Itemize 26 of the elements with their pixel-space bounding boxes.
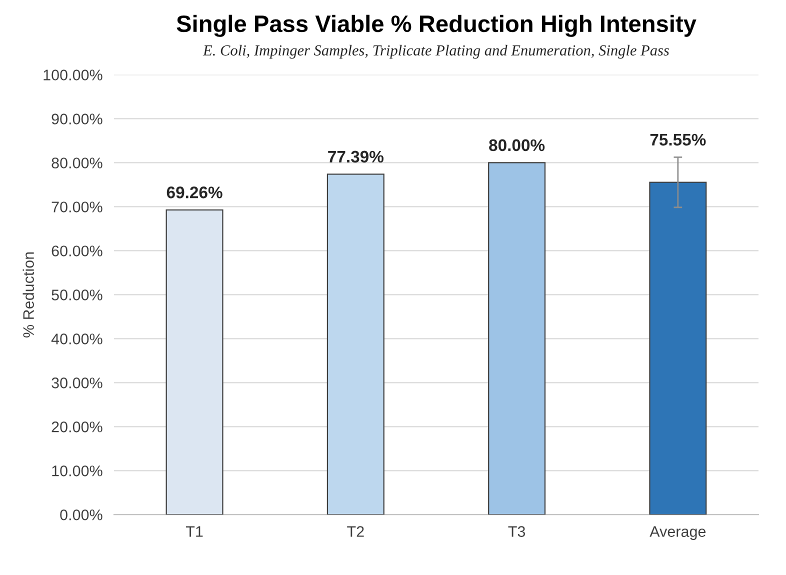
y-tick-label: 90.00% — [52, 114, 102, 124]
y-tick-label: 70.00% — [52, 202, 102, 212]
bar — [166, 209, 224, 515]
y-tick-label: 60.00% — [52, 246, 102, 256]
y-tick-label: 50.00% — [52, 290, 102, 300]
x-tick-label: T1 — [186, 526, 203, 537]
x-tick-label: T3 — [508, 526, 526, 537]
data-label: 77.39% — [328, 150, 384, 163]
bar — [649, 182, 707, 515]
data-label: 75.55% — [650, 134, 706, 146]
chart-subtitle: E. Coli, Impinger Samples, Triplicate Plating and Enumeration, Single Pass — [202, 44, 669, 59]
y-tick-label: 0.00% — [60, 509, 102, 520]
y-tick-label: 80.00% — [52, 158, 102, 168]
y-tick-label: 100.00% — [44, 70, 102, 80]
y-tick-label: 10.00% — [52, 466, 102, 476]
y-tick-label: 40.00% — [51, 334, 102, 344]
y-tick-label: 30.00% — [52, 378, 102, 388]
chart-title: Single Pass Viable % Reduction High Intensity — [176, 14, 696, 37]
x-tick-label: Average — [650, 526, 706, 540]
data-label: 69.26% — [166, 186, 222, 198]
data-label: 80.00% — [489, 139, 545, 152]
y-axis-title: % Reduction — [22, 252, 34, 338]
bar — [326, 174, 384, 515]
x-tick-label: T2 — [347, 526, 364, 537]
bar — [488, 162, 546, 515]
y-tick-label: 20.00% — [52, 422, 102, 432]
